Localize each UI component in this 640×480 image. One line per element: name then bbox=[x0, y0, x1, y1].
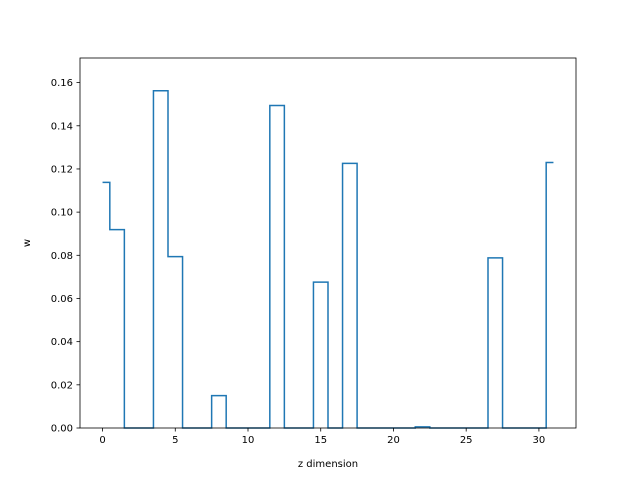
y-axis-label: w bbox=[22, 239, 33, 247]
x-tick-label: 0 bbox=[99, 435, 105, 446]
y-tick-label: 0.08 bbox=[51, 251, 73, 262]
y-tick-label: 0.06 bbox=[51, 294, 73, 305]
x-tick-label: 30 bbox=[533, 435, 546, 446]
x-tick-label: 5 bbox=[172, 435, 178, 446]
x-tick-label: 10 bbox=[242, 435, 255, 446]
y-tick-label: 0.12 bbox=[51, 164, 73, 175]
y-tick-label: 0.16 bbox=[51, 78, 73, 89]
axes-frame bbox=[79, 57, 577, 429]
y-tick-label: 0.04 bbox=[51, 337, 73, 348]
x-tick-label: 20 bbox=[387, 435, 400, 446]
x-tick-label: 25 bbox=[460, 435, 473, 446]
y-axis-ticks: 0.00 0.02 0.04 0.06 0.08 0.10 0.12 0.14 0.16 bbox=[51, 78, 80, 435]
x-tick-label: 15 bbox=[314, 435, 327, 446]
x-axis-label: z dimension bbox=[298, 459, 358, 470]
y-tick-label: 0.02 bbox=[51, 380, 73, 391]
y-tick-label: 0.14 bbox=[51, 121, 73, 132]
y-tick-label: 0.00 bbox=[51, 424, 73, 435]
y-tick-label: 0.10 bbox=[51, 208, 73, 219]
x-axis-ticks: 0 5 10 15 20 25 30 bbox=[99, 428, 545, 446]
